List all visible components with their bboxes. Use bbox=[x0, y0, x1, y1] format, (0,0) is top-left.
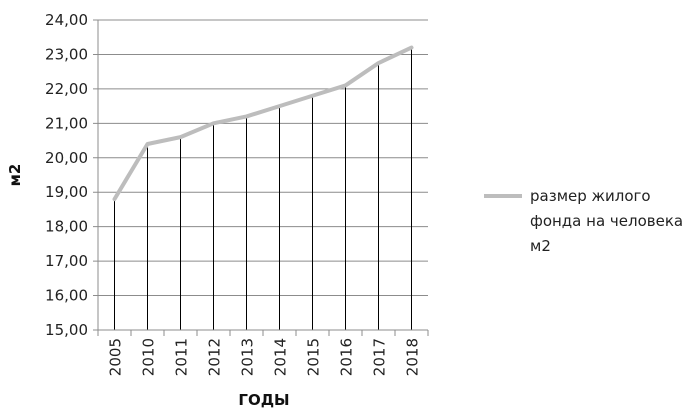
y-tick-label: 15,00 bbox=[45, 321, 88, 339]
x-tick-label: 2010 bbox=[140, 338, 158, 376]
x-tick-label: 2011 bbox=[173, 338, 191, 376]
legend-label-line-1: размер жилого bbox=[530, 187, 651, 205]
x-tick-label: 2015 bbox=[305, 338, 323, 376]
series-lines bbox=[112, 45, 414, 202]
x-axis-title: ГОДЫ bbox=[238, 391, 289, 409]
y-tick-label: 16,00 bbox=[45, 287, 88, 305]
y-tick-label: 24,00 bbox=[45, 11, 88, 29]
y-tick-label: 22,00 bbox=[45, 80, 88, 98]
y-tick-label: 20,00 bbox=[45, 149, 88, 167]
legend-label-line-2: фонда на человека bbox=[530, 212, 683, 230]
y-tick-label: 17,00 bbox=[45, 252, 88, 270]
axes bbox=[97, 20, 429, 336]
y-tick-label: 21,00 bbox=[45, 114, 88, 132]
legend-label: размер жилого фонда на человека м2 bbox=[530, 187, 688, 255]
series-line bbox=[112, 45, 414, 202]
drop-lines bbox=[114, 47, 412, 330]
y-tick-label: 19,00 bbox=[45, 183, 88, 201]
legend: размер жилого фонда на человека м2 bbox=[484, 187, 688, 255]
y-axis-title: м2 bbox=[6, 164, 24, 187]
gridlines bbox=[93, 19, 428, 331]
y-tick-label: 23,00 bbox=[45, 45, 88, 63]
x-tick-label: 2017 bbox=[371, 338, 389, 376]
x-tick-label: 2018 bbox=[404, 338, 422, 376]
x-tick-labels: 2005 2010 2011 2012 2013 2014 2015 2016 2017 2018 bbox=[107, 338, 422, 376]
x-tick-label: 2016 bbox=[338, 338, 356, 376]
x-tick-label: 2005 bbox=[107, 338, 125, 376]
x-tick-label: 2013 bbox=[239, 338, 257, 376]
y-tick-label: 18,00 bbox=[45, 218, 88, 236]
x-tick-label: 2012 bbox=[206, 338, 224, 376]
x-tick-label: 2014 bbox=[272, 338, 290, 376]
legend-label-line-3: м2 bbox=[530, 237, 551, 255]
y-tick-labels: 15,00 16,00 17,00 18,00 19,00 20,00 21,00 22,00… bbox=[45, 11, 88, 339]
